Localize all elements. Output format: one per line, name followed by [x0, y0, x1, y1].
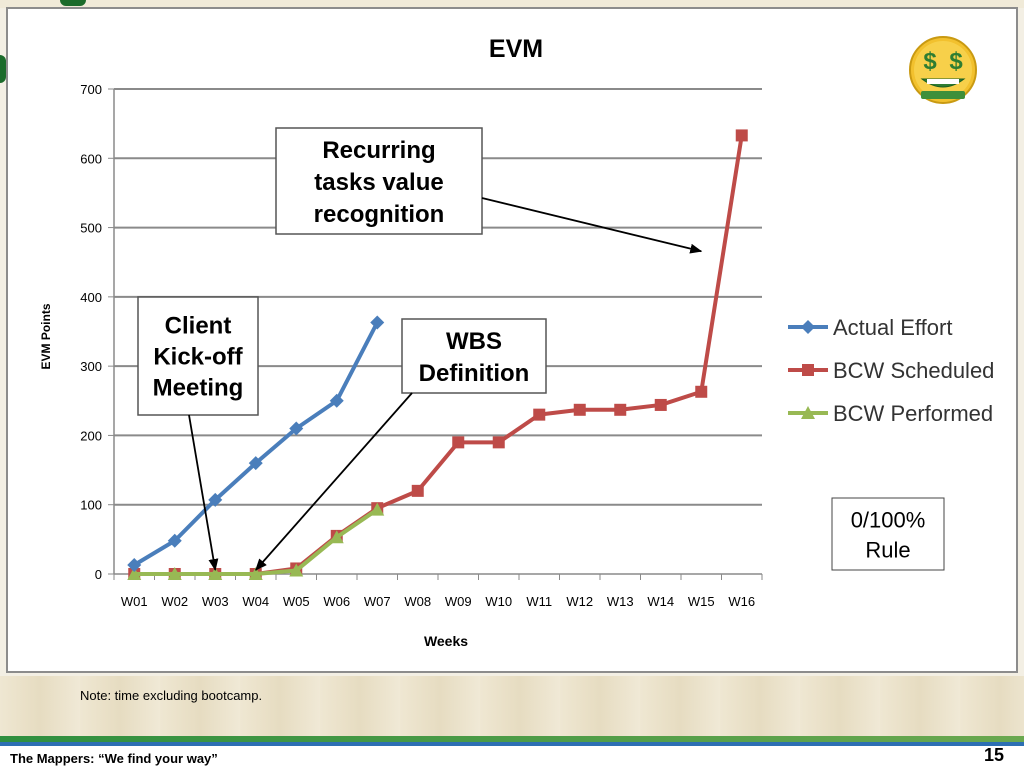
annotation-arrow — [255, 392, 413, 571]
x-tick-label: W05 — [283, 594, 310, 609]
y-tick-label: 500 — [80, 221, 102, 236]
x-tick-label: W10 — [485, 594, 512, 609]
y-tick-label: 200 — [80, 428, 102, 443]
data-point — [329, 393, 344, 408]
legend-item: BCW Scheduled — [788, 358, 994, 383]
y-tick-label: 400 — [80, 290, 102, 305]
data-point — [329, 530, 344, 544]
annotation-text: 0/100% — [851, 507, 926, 532]
annotation-wbs: WBS Definition — [255, 318, 547, 571]
map-background-strip — [0, 676, 1024, 738]
data-point — [695, 385, 708, 398]
annotation-text: Recurring — [322, 137, 435, 164]
annotation-text: recognition — [314, 201, 445, 228]
legend-label: BCW Scheduled — [833, 358, 994, 383]
data-point — [370, 315, 385, 330]
top-strip — [0, 0, 1024, 8]
y-tick-label: 700 — [80, 82, 102, 97]
annotation-box — [137, 296, 259, 416]
legend-marker — [801, 320, 815, 334]
x-tick-label: W07 — [364, 594, 391, 609]
data-point — [167, 567, 182, 580]
x-tick-label: W16 — [728, 594, 755, 609]
annotation-arrow — [481, 197, 703, 254]
x-tick-label: W08 — [404, 594, 431, 609]
data-point — [248, 456, 263, 471]
logo-mark — [60, 0, 86, 6]
data-point — [573, 403, 586, 416]
annotation-text: Kick-off — [153, 344, 243, 371]
data-point — [208, 492, 223, 507]
left-mark — [0, 55, 6, 83]
y-axis-title: EVM Points — [39, 303, 53, 369]
data-point — [614, 403, 627, 416]
x-tick-label: W06 — [323, 594, 350, 609]
x-tick-label: W04 — [242, 594, 269, 609]
legend-label: BCW Performed — [833, 401, 993, 426]
annotation-kickoff: Client Kick-off Meeting — [137, 296, 259, 571]
footer-band-green — [0, 736, 1024, 742]
data-point — [492, 436, 505, 449]
x-axis-title: Weeks — [424, 633, 468, 649]
data-point — [411, 484, 424, 497]
legend-item: Actual Effort — [788, 315, 952, 340]
data-point — [533, 408, 546, 421]
data-point — [654, 398, 667, 411]
legend-marker — [802, 364, 814, 376]
evm-chart-frame: EVM 0 100 200 300 400 500 600 700 W01 W02 W03 W04 W05… — [6, 7, 1018, 673]
footnote: Note: time excluding bootcamp. — [80, 688, 263, 703]
data-point — [127, 557, 142, 572]
x-tick-label: W11 — [526, 594, 552, 609]
data-point — [289, 421, 304, 436]
page-number: 15 — [983, 745, 1004, 765]
y-tick-label: 0 — [95, 567, 102, 582]
data-point — [735, 129, 748, 142]
annotation-text: Client — [165, 313, 232, 340]
evm-chart: EVM 0 100 200 300 400 500 600 700 W01 W02 W03 W04 W05… — [39, 35, 994, 649]
data-point — [289, 563, 304, 577]
annotation-text: Definition — [419, 360, 530, 387]
svg-text:$: $ — [923, 48, 937, 75]
data-point — [208, 567, 223, 580]
series-actual-effort — [127, 315, 385, 572]
x-tick-label: W09 — [445, 594, 472, 609]
annotation-recurring: Recurring tasks value recognition — [275, 127, 703, 254]
footer-band-blue — [0, 742, 1024, 746]
x-tick-label: W02 — [161, 594, 188, 609]
legend-item: BCW Performed — [788, 401, 993, 426]
x-tick-label: W12 — [566, 594, 593, 609]
data-point — [127, 567, 142, 580]
x-tick-label: W15 — [688, 594, 715, 609]
legend-marker — [801, 406, 815, 419]
data-point — [370, 502, 385, 516]
x-tick-label: W13 — [607, 594, 634, 609]
annotation-text: tasks value — [314, 169, 443, 196]
annotation-box — [831, 497, 945, 571]
x-tick-label: W03 — [202, 594, 229, 609]
annotation-box — [401, 318, 547, 394]
svg-text:$: $ — [949, 48, 963, 75]
y-tick-label: 300 — [80, 359, 102, 374]
annotation-arrow — [188, 414, 219, 571]
annotation-text: Meeting — [153, 375, 244, 402]
chart-title: EVM — [489, 35, 543, 63]
data-point — [167, 533, 182, 548]
series-bcw-performed — [127, 502, 385, 580]
annotation-box — [275, 127, 483, 235]
y-tick-label: 100 — [80, 498, 102, 513]
footer-text: The Mappers: “We find your way” — [10, 751, 218, 766]
annotation-text: Rule — [865, 537, 910, 562]
x-tick-label: W14 — [647, 594, 674, 609]
data-point — [248, 567, 263, 580]
x-tick-label: W01 — [121, 594, 148, 609]
money-face-icon: $ $ — [909, 36, 977, 104]
annotation-rule: 0/100% Rule — [831, 497, 945, 571]
legend-label: Actual Effort — [833, 315, 952, 340]
data-point — [452, 436, 465, 449]
annotation-text: WBS — [446, 328, 502, 355]
y-tick-label: 600 — [80, 151, 102, 166]
footer — [0, 746, 1024, 768]
